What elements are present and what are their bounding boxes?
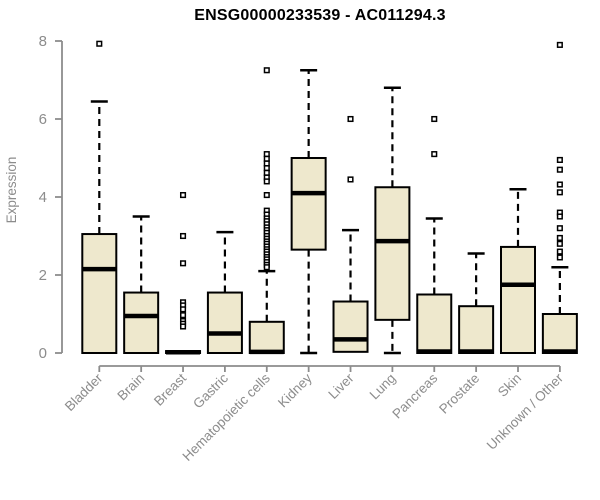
box-pancreas bbox=[416, 293, 453, 354]
x-tick-label-gastric: Gastric bbox=[190, 370, 231, 411]
outlier-point-liver bbox=[347, 115, 354, 123]
outlier-point-pancreas bbox=[431, 151, 438, 158]
outlier-point-hematopoietic-cells bbox=[263, 264, 270, 271]
x-tick-label-lung: Lung bbox=[367, 371, 399, 403]
outlier-point-hematopoietic-cells bbox=[263, 151, 270, 158]
outlier-point-unknown-other bbox=[556, 248, 563, 255]
outlier-point-breast bbox=[179, 260, 187, 267]
outlier-point-bladder bbox=[96, 40, 103, 47]
box-liver bbox=[332, 300, 369, 353]
box-unknown-other bbox=[541, 313, 578, 354]
y-tick-label: 6 bbox=[39, 111, 47, 128]
outlier-point-hematopoietic-cells bbox=[263, 169, 270, 176]
box-prostate bbox=[458, 305, 495, 355]
outlier-point-unknown-other bbox=[556, 156, 563, 163]
chart-title: ENSG00000233539 - AC011294.3 bbox=[194, 7, 446, 24]
x-tick-label-liver: Liver bbox=[325, 370, 357, 402]
outlier-point-unknown-other bbox=[556, 254, 563, 261]
x-tick-label-breast: Breast bbox=[151, 370, 189, 408]
outlier-point-hematopoietic-cells bbox=[263, 67, 270, 74]
x-tick-label-kidney: Kidney bbox=[275, 370, 315, 410]
outlier-point-unknown-other bbox=[556, 181, 563, 188]
box-kidney bbox=[290, 157, 327, 251]
outlier-point-unknown-other bbox=[556, 234, 563, 241]
box-hematopoietic-cells bbox=[248, 320, 285, 354]
box-skin bbox=[500, 245, 536, 354]
x-tick-label-brain: Brain bbox=[114, 371, 147, 404]
outlier-point-breast bbox=[179, 232, 187, 240]
y-tick-label: 0 bbox=[39, 345, 47, 362]
x-tick-label-prostate: Prostate bbox=[436, 371, 482, 417]
box-lung bbox=[374, 186, 411, 321]
outlier-point-hematopoietic-cells bbox=[263, 192, 270, 199]
outlier-point-breast bbox=[179, 312, 187, 319]
box-gastric bbox=[206, 291, 243, 354]
outlier-point-breast bbox=[179, 306, 187, 313]
x-tick-label-unknown-other: Unknown / Other bbox=[484, 370, 567, 453]
outlier-point-hematopoietic-cells bbox=[263, 155, 270, 162]
y-tick-label: 4 bbox=[39, 189, 47, 206]
box-brain bbox=[123, 291, 160, 354]
box-bladder bbox=[81, 233, 118, 354]
x-tick-label-skin: Skin bbox=[495, 371, 524, 400]
outlier-point-unknown-other bbox=[556, 189, 563, 196]
y-tick-label: 8 bbox=[39, 33, 47, 50]
outlier-point-unknown-other bbox=[556, 166, 563, 173]
outlier-point-breast bbox=[179, 192, 187, 199]
outlier-point-liver bbox=[347, 176, 354, 183]
outlier-point-hematopoietic-cells bbox=[263, 160, 270, 167]
outlier-point-breast bbox=[179, 323, 187, 330]
x-tick-label-bladder: Bladder bbox=[62, 370, 106, 414]
outlier-point-unknown-other bbox=[556, 225, 563, 232]
y-tick-label: 2 bbox=[39, 267, 47, 284]
outlier-point-unknown-other bbox=[556, 41, 563, 48]
outlier-point-pancreas bbox=[431, 115, 438, 123]
x-tick-label-pancreas: Pancreas bbox=[389, 370, 440, 421]
outlier-point-unknown-other bbox=[556, 213, 563, 220]
outlier-point-hematopoietic-cells bbox=[263, 165, 270, 172]
outlier-point-unknown-other bbox=[556, 240, 563, 247]
outlier-point-hematopoietic-cells bbox=[263, 178, 270, 185]
